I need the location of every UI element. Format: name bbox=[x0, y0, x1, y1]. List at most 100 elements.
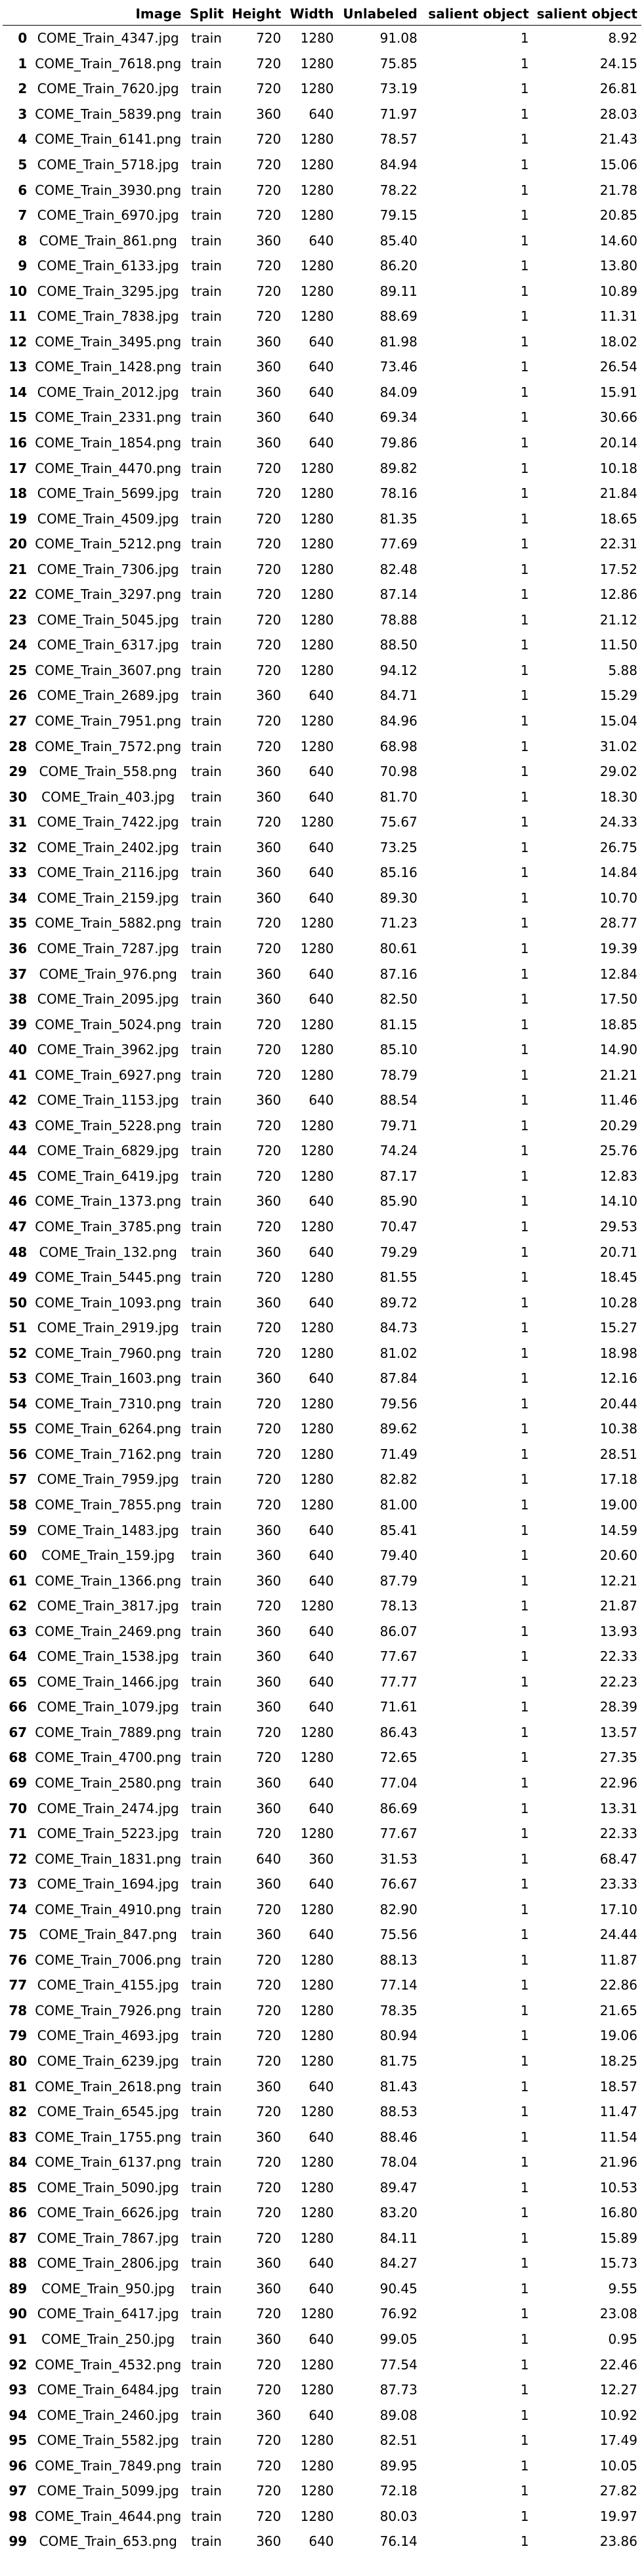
unlabeled-header: Unlabeled bbox=[337, 3, 421, 26]
width-cell: 1280 bbox=[285, 76, 338, 102]
table-row: 32 COME_Train_2402.jpg train 360 640 73.25 1 26… bbox=[3, 834, 641, 861]
height-cell: 720 bbox=[227, 2352, 286, 2377]
index-header bbox=[3, 3, 32, 26]
unlabeled-cell: 77.69 bbox=[337, 531, 421, 557]
width-cell: 640 bbox=[285, 1644, 338, 1669]
table-row: 86 COME_Train_6626.jpg train 720 1280 83.20 1 1… bbox=[3, 2200, 641, 2226]
row-index: 47 bbox=[9, 1218, 28, 1235]
unlabeled-cell: 89.95 bbox=[337, 2453, 421, 2479]
height-cell: 720 bbox=[227, 2200, 286, 2226]
table-row: 99 COME_Train_653.png train 360 640 76.14 1 23.… bbox=[3, 2529, 641, 2554]
unlabeled-cell: 85.16 bbox=[379, 865, 418, 881]
image-cell: COME_Train_4644.png bbox=[31, 2503, 186, 2529]
salient-object-pct-cell: 20.85 bbox=[599, 207, 637, 224]
width-cell: 640 bbox=[309, 1876, 334, 1892]
width-cell: 1280 bbox=[285, 582, 338, 607]
salient-object-cell: 1 bbox=[520, 1269, 529, 1286]
height-cell: 360 bbox=[256, 966, 282, 982]
width-cell: 1280 bbox=[285, 2048, 338, 2074]
split-cell: train bbox=[185, 885, 228, 911]
height-cell: 360 bbox=[256, 1572, 282, 1589]
table-row: 51 COME_Train_2919.jpg train 720 1280 84.73 1 1… bbox=[3, 1315, 641, 1341]
salient-object-cell: 1 bbox=[421, 1492, 533, 1518]
image-cell: COME_Train_3785.png bbox=[35, 1218, 182, 1235]
image-cell: COME_Train_4509.jpg bbox=[37, 510, 179, 527]
table-row: 80 COME_Train_6239.jpg train 720 1280 81.75 1 1… bbox=[3, 2048, 641, 2074]
image-cell: COME_Train_2402.jpg bbox=[31, 834, 186, 861]
table-row: 9 COME_Train_6133.jpg train 720 1280 86.20 1 13… bbox=[3, 253, 641, 279]
salient-object-pct-cell: 17.50 bbox=[532, 986, 641, 1012]
height-cell: 720 bbox=[227, 1593, 286, 1619]
salient-object-pct-cell: 15.27 bbox=[599, 1320, 637, 1336]
split-cell: train bbox=[191, 1724, 222, 1740]
salient-object-pct-cell: 26.81 bbox=[532, 76, 641, 102]
unlabeled-cell: 68.98 bbox=[337, 733, 421, 759]
unlabeled-cell: 76.67 bbox=[379, 1876, 418, 1892]
split-cell: train bbox=[185, 2352, 228, 2377]
salient-object-cell: 1 bbox=[520, 1067, 529, 1083]
height-cell: 360 bbox=[256, 2280, 282, 2297]
width-cell: 1280 bbox=[300, 55, 334, 72]
width-cell: 1280 bbox=[285, 1896, 338, 1923]
salient-object-pct-cell: 18.98 bbox=[532, 1340, 641, 1366]
unlabeled-cell: 87.17 bbox=[379, 1168, 418, 1184]
salient-object-cell: 1 bbox=[520, 308, 529, 325]
row-index: 66 bbox=[3, 1694, 32, 1720]
width-cell: 640 bbox=[285, 885, 338, 911]
split-cell: train bbox=[191, 2533, 222, 2550]
split-cell: train bbox=[191, 2280, 222, 2297]
height-cell: 360 bbox=[227, 1189, 286, 1214]
height-cell: 360 bbox=[227, 1795, 286, 1821]
image-cell: COME_Train_5882.png bbox=[35, 915, 182, 931]
row-index: 26 bbox=[3, 683, 32, 708]
width-cell: 640 bbox=[285, 2402, 338, 2428]
row-index: 43 bbox=[9, 1117, 28, 1134]
height-cell: 720 bbox=[227, 1138, 286, 1164]
row-index: 33 bbox=[9, 865, 28, 881]
image-cell: COME_Train_5045.jpg bbox=[37, 611, 179, 628]
image-cell: COME_Train_250.jpg bbox=[41, 2331, 175, 2348]
salient-object-pct-cell: 0.95 bbox=[608, 2331, 637, 2348]
width-cell: 1280 bbox=[300, 510, 334, 527]
split-cell: train bbox=[185, 1290, 228, 1315]
table-row: 19 COME_Train_4509.jpg train 720 1280 81.35 1 1… bbox=[3, 506, 641, 531]
salient-object-pct-cell: 10.18 bbox=[599, 460, 637, 476]
width-cell: 640 bbox=[285, 986, 338, 1012]
width-cell: 1280 bbox=[285, 733, 338, 759]
unlabeled-cell: 91.08 bbox=[337, 25, 421, 51]
salient-object-pct-cell: 25.76 bbox=[532, 1138, 641, 1164]
row-index: 11 bbox=[9, 308, 28, 325]
table-row: 61 COME_Train_1366.png train 360 640 87.79 1 12… bbox=[3, 1568, 641, 1593]
image-cell: COME_Train_3962.jpg bbox=[31, 1036, 186, 1063]
image-cell: COME_Train_2618.png bbox=[35, 2078, 182, 2095]
salient-object-pct-cell: 28.51 bbox=[532, 1441, 641, 1467]
row-index: 7 bbox=[18, 207, 28, 224]
table-row: 93 COME_Train_6484.jpg train 720 1280 87.73 1 1… bbox=[3, 2377, 641, 2403]
salient-object-pct-cell: 68.47 bbox=[532, 1846, 641, 1871]
image-cell: COME_Train_2460.jpg bbox=[31, 2402, 186, 2428]
table-row: 18 COME_Train_5699.jpg train 720 1280 78.16 1 2… bbox=[3, 480, 641, 506]
image-cell: COME_Train_5699.jpg bbox=[31, 480, 186, 506]
height-cell: 720 bbox=[227, 935, 286, 962]
image-cell: COME_Train_5099.jpg bbox=[37, 2483, 179, 2499]
split-cell: train bbox=[185, 935, 228, 962]
salient-object-cell: 1 bbox=[520, 1117, 529, 1134]
table-row: 58 COME_Train_7855.png train 720 1280 81.00 1 1… bbox=[3, 1492, 641, 1518]
row-index: 46 bbox=[3, 1189, 32, 1214]
salient-object-header: salient object bbox=[421, 3, 533, 26]
split-cell: train bbox=[185, 1239, 228, 1265]
data-table: Image Split Height Width Unlabeled salient ob… bbox=[3, 3, 641, 2554]
salient-object-cell: 1 bbox=[421, 2200, 533, 2226]
height-cell: 720 bbox=[256, 258, 282, 274]
row-index: 56 bbox=[3, 1441, 32, 1467]
table-row: 13 COME_Train_1428.png train 360 640 73.46 1 26… bbox=[3, 354, 641, 380]
table-row: 71 COME_Train_5223.jpg train 720 1280 77.67 1 2… bbox=[3, 1821, 641, 1847]
width-cell: 1280 bbox=[285, 480, 338, 506]
salient-object-pct-cell: 12.27 bbox=[599, 2382, 637, 2398]
width-cell: 1280 bbox=[300, 662, 334, 678]
image-cell: COME_Train_3297.png bbox=[31, 582, 186, 607]
table-row: 40 COME_Train_3962.jpg train 720 1280 85.10 1 1… bbox=[3, 1036, 641, 1063]
row-index: 25 bbox=[9, 662, 28, 678]
image-cell: COME_Train_3295.jpg bbox=[31, 278, 186, 304]
salient-object-cell: 1 bbox=[421, 1087, 533, 1113]
